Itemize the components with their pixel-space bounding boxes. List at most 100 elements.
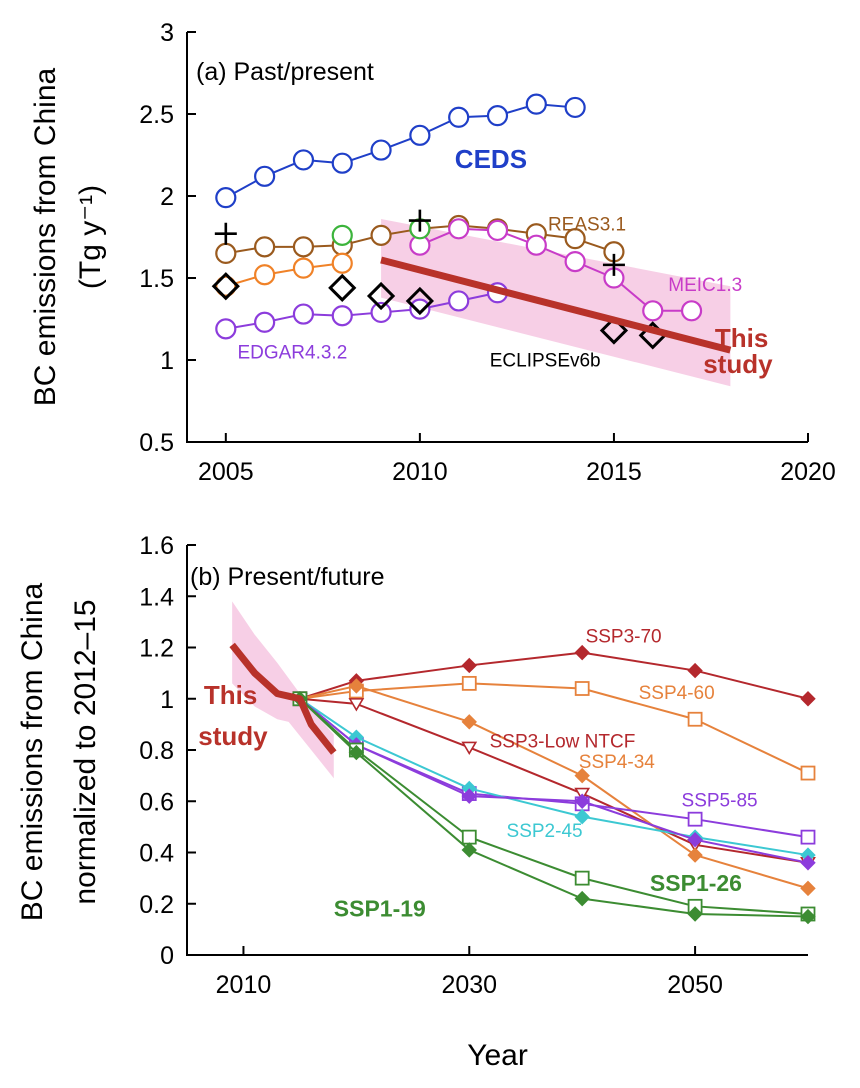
panel-a-label-ceds: CEDS	[455, 144, 527, 174]
panel-a-series-7-point	[408, 209, 431, 232]
panel-a-label-meic1-3: MEIC1.3	[668, 275, 742, 296]
panel-a-meic1-3-point	[486, 219, 509, 242]
panel-b-ssp4-60-line	[298, 682, 809, 775]
panel-b-series-6-line	[298, 697, 809, 864]
panel-b-x-tick-label: 2050	[667, 971, 723, 999]
panel-a-edgar4-3-2-point	[409, 298, 431, 320]
panel-a-series-4-point	[331, 252, 353, 274]
panel-a-y-axis-label-units: (Tg y⁻¹)	[74, 185, 107, 289]
panel-a-label-reas3-1: REAS3.1	[548, 214, 626, 235]
panel-a-x-tick-label: 2020	[780, 458, 836, 486]
panel-a-series-7-point	[214, 222, 237, 245]
panel-b-ssp4-60-point	[574, 681, 590, 696]
panel-b-label-ssp3-low-ntcf: SSP3-Low NTCF	[490, 731, 636, 752]
panel-a-y-tick-label: 2	[160, 183, 174, 211]
panel-a-eclipsev6b-point	[366, 281, 396, 311]
panel-b-label-ssp3-70: SSP3-70	[586, 626, 662, 647]
panel-a-y-tick-label: 1.5	[139, 265, 174, 293]
panel-b-y-axis-label: BC emissions from China	[16, 582, 49, 921]
panel-a-reas3-1-point	[564, 228, 586, 250]
panel-a-ceds-line	[224, 103, 577, 199]
panel-a-eclipsev6b-point	[599, 316, 629, 345]
panel-b: 0 0.2 0.4 0.6 0.8 1 1.2 1.4 1.6 2010 2030 2050 BC em…	[16, 532, 816, 1072]
panel-a-series-4-point	[292, 257, 315, 279]
panel-a-y-tick-label: 1	[160, 347, 174, 375]
panel-a-edgar4-3-2-point	[292, 303, 315, 325]
panel-a-ceds-point	[564, 96, 586, 119]
panel-b-label-ssp4-60: SSP4-60	[639, 683, 715, 704]
panel-b-ssp2-45-line	[298, 697, 809, 857]
panel-b-ssp3-low-ntcf-series	[292, 692, 816, 871]
panel-b-ssp1-19-point	[461, 842, 477, 858]
panel-b-this-study-uncertainty-band	[232, 601, 334, 779]
panel-b-ssp3-70-line	[298, 651, 809, 700]
panel-b-label-ssp5-85: SSP5-85	[682, 790, 758, 811]
panel-b-y-tick-label: 0.6	[139, 788, 174, 816]
panel-b-ssp1-19-point	[574, 890, 590, 907]
panel-a: 0.5 1 1.5 2 2.5 3 2005 2010 2015 2020 BC emissions…	[29, 19, 836, 486]
panel-a-meic1-3-point	[525, 234, 547, 256]
panel-a-meic1-3-point	[564, 251, 586, 273]
panel-b-ssp1-26-point	[461, 829, 477, 845]
panel-a-ceds-point	[448, 106, 470, 128]
panel-a-y-tick-label: 0.5	[139, 429, 174, 457]
panel-a-edgar4-3-2-point	[331, 305, 353, 327]
panel-b-ssp4-34-point	[348, 678, 365, 694]
panel-a-series-4-series	[215, 252, 353, 297]
panel-a-x-tick-label: 2015	[586, 458, 642, 486]
panel-b-series-6-point	[461, 788, 477, 804]
panel-b-y-tick-label: 0.4	[139, 840, 174, 868]
panel-a-meic1-3-point	[448, 218, 470, 240]
panel-b-y-tick-label: 1.6	[139, 532, 174, 560]
panel-a-label-edgar4-3-2: EDGAR4.3.2	[237, 342, 347, 363]
panel-b-ssp3-70-point	[574, 644, 590, 661]
panel-b-ssp4-34-line	[298, 684, 809, 890]
panel-b-y-tick-label: 1.2	[139, 635, 174, 663]
panel-b-ssp1-19-point	[687, 906, 703, 922]
panel-a-edgar4-3-2-point	[215, 318, 237, 340]
panel-a-ceds-point	[254, 165, 276, 187]
panel-a-series-7-series	[214, 209, 625, 276]
panel-a-eclipsev6b-point	[405, 286, 434, 316]
panel-b-series-6-point	[800, 855, 816, 871]
panel-b-ssp3-low-ntcf-point	[348, 698, 365, 712]
panel-b-ssp4-60-point	[800, 765, 816, 781]
panel-a-y-axis-label: BC emissions from China	[29, 67, 62, 406]
panel-b-ssp1-19-point	[348, 744, 365, 761]
panel-b-series-6-point	[574, 793, 590, 809]
panel-b-ssp5-85-line	[298, 697, 809, 839]
panel-a-reas3-1-point	[370, 224, 392, 246]
panel-b-label-this: This	[204, 680, 257, 710]
panel-b-ssp4-34-point	[574, 767, 590, 784]
panel-a-ceds-point	[331, 152, 353, 174]
panel-a-y-tick-label: 3	[160, 19, 174, 47]
panel-b-ssp1-19-point	[800, 908, 816, 925]
panel-a-eclipsev6b-point	[211, 272, 240, 301]
panel-a-series-4-point	[215, 275, 237, 297]
panel-a-eclipsev6b-point	[328, 273, 357, 302]
panel-b-this-study-series	[229, 642, 337, 755]
panel-a-x-tick-label: 2005	[198, 458, 254, 486]
panel-b-ssp1-26-line	[298, 697, 809, 915]
panel-b-label-ssp1-26: SSP1-26	[650, 870, 742, 896]
panel-b-label-study: study	[198, 721, 268, 751]
panel-b-label-ssp4-34: SSP4-34	[579, 752, 655, 773]
panel-a-ceds-series	[215, 93, 586, 209]
panel-b-ssp4-34-point	[687, 847, 703, 863]
panel-a-ceds-point	[292, 149, 315, 171]
panel-b-x-tick-label: 2010	[216, 971, 272, 999]
panel-a-edgar4-3-2-point	[448, 290, 470, 312]
panel-b-ssp4-34-series	[292, 678, 816, 897]
panel-b-y-tick-label: 1.4	[139, 583, 174, 611]
panel-a-label-study: study	[703, 349, 773, 379]
panel-a-edgar4-3-2-point	[370, 301, 392, 324]
panel-b-y-tick-label: 1	[160, 686, 174, 714]
panel-a-y-tick-label: 2.5	[139, 101, 174, 129]
panel-b-ssp3-70-point	[461, 657, 477, 674]
panel-a-series-7-point	[602, 253, 625, 276]
panel-b-y-tick-label: 0.2	[139, 891, 174, 919]
panel-a-ceds-point	[409, 124, 431, 146]
panel-a-label-eclipsev6b: ECLIPSEv6b	[490, 351, 601, 372]
panel-a-this-study-line	[380, 256, 732, 354]
